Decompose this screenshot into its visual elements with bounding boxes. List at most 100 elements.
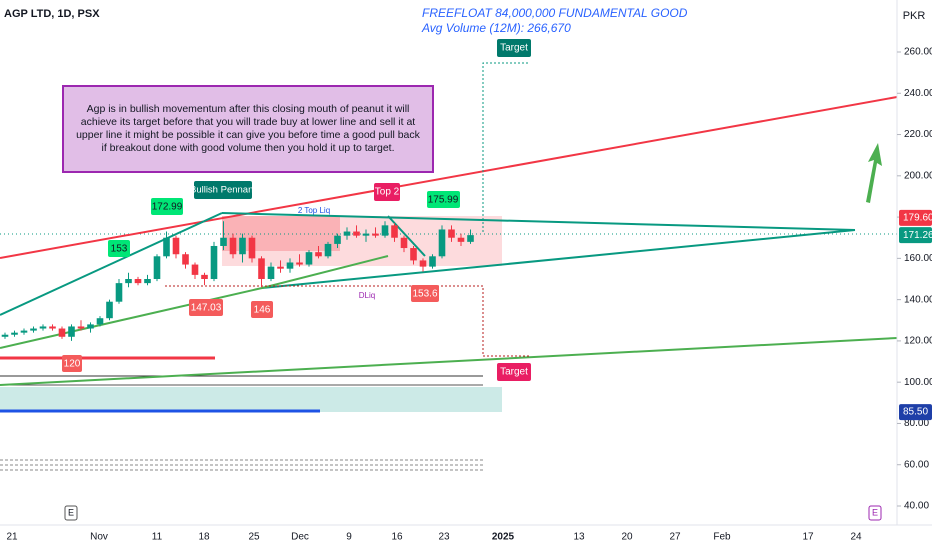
- candle-body: [39, 326, 47, 329]
- trendline: [0, 96, 898, 259]
- candle-body: [201, 274, 208, 279]
- x-tick-label: 24: [850, 532, 862, 543]
- y-tick-label: 120.00: [904, 336, 932, 347]
- callout: Target: [500, 367, 528, 378]
- candle-body: [153, 256, 161, 279]
- events: E E: [64, 505, 882, 521]
- y-tick-label: 260.00: [904, 47, 932, 58]
- price-tag: [899, 227, 932, 244]
- y-tick-label: 60.00: [904, 459, 929, 470]
- callout: 146: [254, 305, 271, 316]
- candle-body: [258, 258, 265, 279]
- candle-body: [96, 318, 104, 325]
- callout: 153.6: [412, 289, 437, 300]
- callout: DLiq: [359, 291, 375, 300]
- candle-body: [296, 262, 303, 265]
- x-tick-label: Nov: [90, 532, 108, 543]
- y-tick-label: 200.00: [904, 170, 932, 181]
- price-tag-label: 85.50: [903, 407, 928, 418]
- candle-body: [400, 237, 408, 249]
- callout: 172.99: [152, 202, 183, 213]
- x-tick-label: Feb: [713, 532, 731, 543]
- candle-body: [248, 237, 256, 259]
- x-tick-label: Dec: [291, 532, 309, 543]
- candle-body: [277, 266, 284, 269]
- candle-body: [20, 330, 28, 333]
- candle-body: [49, 326, 56, 329]
- trendline: [221, 212, 856, 231]
- currency[interactable]: PKR: [903, 10, 926, 22]
- candle-body: [419, 260, 427, 267]
- candle-body: [391, 225, 398, 238]
- callout: 147.03: [191, 303, 222, 314]
- price-axis: [897, 0, 932, 550]
- trendline: [387, 215, 426, 257]
- candle-body: [324, 243, 332, 257]
- x-tick-label: 11: [152, 532, 163, 543]
- candle-body: [191, 264, 199, 275]
- x-tick-label: 27: [669, 532, 681, 543]
- x-tick-label: 13: [573, 532, 585, 543]
- candle-body: [220, 237, 227, 246]
- candle-body: [372, 233, 379, 236]
- target-path: [165, 285, 530, 357]
- candle-body: [239, 237, 246, 255]
- y-tick-label: 100.00: [904, 377, 932, 388]
- candle-body: [353, 231, 360, 236]
- callout: 120: [64, 359, 81, 370]
- candle-body: [1, 334, 9, 337]
- x-tick-label: 2025: [492, 532, 515, 543]
- event[interactable]: E: [68, 507, 74, 517]
- y-tick-label: 40.00: [904, 501, 929, 512]
- candle-body: [343, 231, 351, 236]
- trendline: [261, 229, 856, 289]
- x-tick-label: 21: [6, 532, 18, 543]
- trendline: [0, 212, 223, 316]
- candle-body: [125, 279, 132, 284]
- price-tag: [899, 404, 932, 421]
- y-tick-label: 240.00: [904, 88, 932, 99]
- candle-body: [438, 229, 446, 257]
- candle-body: [315, 252, 322, 257]
- arrow: [866, 143, 882, 203]
- y-tick-label: 80.00: [904, 418, 929, 429]
- x-tick-label: 20: [621, 532, 633, 543]
- event[interactable]: E: [872, 507, 878, 517]
- candle-body: [163, 237, 170, 257]
- callouts: Target Target Bullish Pennant Top 2 172.…: [62, 39, 531, 381]
- candle-body: [115, 283, 123, 302]
- candle-body: [30, 328, 37, 331]
- callout: 175.99: [428, 195, 459, 206]
- x-tick-label: 16: [391, 532, 403, 543]
- candle-body: [362, 233, 370, 236]
- y-tick-label: 140.00: [904, 294, 932, 305]
- x-tick-label: 23: [438, 532, 450, 543]
- y-tick-label: 160.00: [904, 253, 932, 264]
- price-tag-label: 179.60: [903, 213, 932, 224]
- candle-body: [467, 235, 474, 242]
- candle-body: [68, 326, 75, 337]
- candle-body: [381, 225, 389, 236]
- callout: Bullish Pennant: [190, 185, 256, 196]
- candle-body: [448, 229, 455, 238]
- candle-body: [106, 301, 113, 319]
- x-tick-label: 25: [248, 532, 260, 543]
- note: Agp is in bullish movementum after this …: [62, 85, 434, 173]
- candle-body: [210, 245, 218, 279]
- candle-body: [134, 279, 142, 284]
- candle-body: [429, 256, 436, 267]
- price-tag-label: 171.26: [903, 230, 932, 241]
- y-tick-label: 220.00: [904, 129, 932, 140]
- candle-body: [229, 237, 237, 255]
- candle-body: [87, 324, 94, 329]
- x-tick-label: 17: [802, 532, 814, 543]
- candle-body: [182, 254, 189, 265]
- trendline: [0, 337, 898, 386]
- candle-body: [457, 237, 465, 242]
- candle-body: [267, 266, 275, 279]
- callout: 153: [111, 244, 128, 255]
- callout: Top 2: [375, 187, 400, 198]
